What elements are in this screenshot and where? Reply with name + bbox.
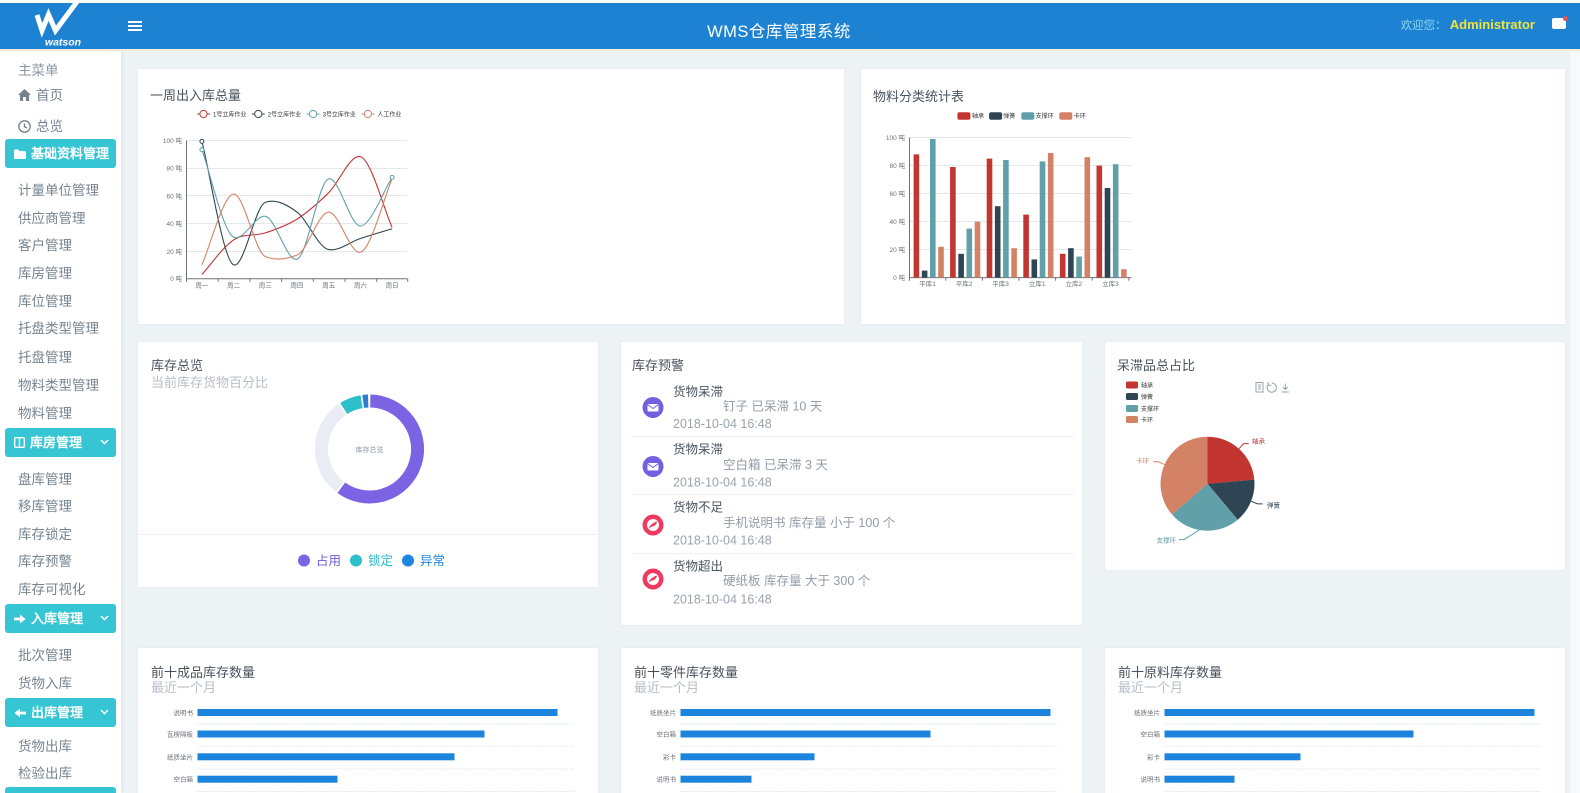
svg-text:支撑环: 支撑环 (1141, 405, 1159, 413)
svg-text:卡环: 卡环 (1141, 416, 1153, 424)
svg-text:卡环: 卡环 (1074, 112, 1086, 120)
svg-text:watson: watson (45, 37, 81, 49)
svg-text:说明书: 说明书 (657, 775, 677, 784)
svg-text:手机说明书 库存量 小于 100 个: 手机说明书 库存量 小于 100 个 (723, 515, 896, 530)
svg-text:2018-10-04 16:48: 2018-10-04 16:48 (673, 533, 772, 547)
svg-text:人工作业: 人工作业 (377, 110, 401, 118)
svg-text:说明书: 说明书 (1141, 775, 1161, 784)
svg-text:0 吨: 0 吨 (170, 274, 182, 283)
svg-text:货物不足: 货物不足 (673, 500, 724, 515)
svg-text:立库3: 立库3 (1102, 279, 1119, 288)
svg-text:立库2: 立库2 (1065, 279, 1082, 288)
svg-text:弹簧: 弹簧 (1267, 501, 1281, 510)
svg-text:支撑环: 支撑环 (1157, 536, 1177, 545)
svg-text:立库1: 立库1 (1029, 279, 1046, 288)
svg-text:占用: 占用 (316, 553, 341, 568)
svg-text:轴承: 轴承 (1252, 437, 1266, 446)
svg-text:纸质坐片: 纸质坐片 (650, 708, 676, 717)
svg-text:20 吨: 20 吨 (166, 247, 182, 256)
svg-text:周五: 周五 (322, 282, 336, 290)
svg-text:平库2: 平库2 (956, 279, 973, 288)
svg-text:60 吨: 60 吨 (889, 189, 905, 198)
svg-text:80 吨: 80 吨 (889, 161, 905, 170)
svg-text:货物超出: 货物超出 (673, 559, 723, 574)
svg-text:弹簧: 弹簧 (1141, 393, 1153, 401)
svg-text:40 吨: 40 吨 (889, 217, 905, 226)
svg-text:卡环: 卡环 (1136, 456, 1150, 465)
svg-text:0 吨: 0 吨 (893, 273, 905, 282)
svg-text:周日: 周日 (386, 282, 399, 290)
svg-text:2018-10-04 16:48: 2018-10-04 16:48 (673, 592, 772, 606)
svg-text:周六: 周六 (354, 281, 368, 290)
svg-text:周四: 周四 (291, 282, 304, 290)
svg-text:纸质坐片: 纸质坐片 (1134, 708, 1160, 717)
svg-text:说明书: 说明书 (174, 708, 194, 717)
svg-text:空白箱: 空白箱 (657, 730, 677, 739)
svg-text:平库3: 平库3 (992, 279, 1009, 288)
svg-text:60 吨: 60 吨 (166, 191, 182, 200)
svg-text:支撑环: 支撑环 (1036, 112, 1054, 120)
svg-text:100 吨: 100 吨 (163, 136, 183, 145)
svg-text:80 吨: 80 吨 (166, 164, 182, 173)
svg-text:轴承: 轴承 (972, 112, 984, 120)
svg-text:1号立库作业: 1号立库作业 (213, 110, 246, 118)
svg-text:瓦楞隔板: 瓦楞隔板 (167, 730, 194, 739)
svg-text:周二: 周二 (227, 282, 241, 290)
svg-text:库存总览: 库存总览 (356, 445, 384, 454)
svg-text:2号立库作业: 2号立库作业 (268, 110, 301, 118)
svg-text:货物呆滞: 货物呆滞 (673, 442, 723, 457)
svg-text:周三: 周三 (259, 282, 273, 290)
svg-text:40 吨: 40 吨 (166, 219, 182, 228)
svg-text:2018-10-04 16:48: 2018-10-04 16:48 (673, 417, 772, 431)
svg-text:空白箱 已呆滞 3 天: 空白箱 已呆滞 3 天 (723, 457, 828, 472)
svg-text:彩卡: 彩卡 (663, 752, 677, 761)
svg-text:空白箱: 空白箱 (174, 775, 194, 784)
svg-text:2018-10-04 16:48: 2018-10-04 16:48 (673, 475, 772, 489)
svg-text:弹簧: 弹簧 (1003, 112, 1015, 120)
svg-text:100 吨: 100 吨 (886, 133, 906, 142)
svg-text:锁定: 锁定 (368, 553, 393, 568)
svg-text:异常: 异常 (420, 554, 445, 568)
svg-text:硬纸板 库存量 大于 300 个: 硬纸板 库存量 大于 300 个 (723, 573, 871, 588)
svg-text:货物呆滞: 货物呆滞 (673, 384, 723, 399)
svg-text:钉子 已呆滞 10 天: 钉子 已呆滞 10 天 (723, 400, 823, 414)
svg-text:平库1: 平库1 (919, 279, 936, 288)
svg-text:20 吨: 20 吨 (889, 245, 905, 254)
svg-text:周一: 周一 (195, 282, 209, 290)
svg-text:纸质坐片: 纸质坐片 (167, 752, 193, 761)
svg-text:空白箱: 空白箱 (1141, 730, 1161, 739)
svg-text:彩卡: 彩卡 (1147, 752, 1161, 761)
svg-text:3号立库作业: 3号立库作业 (323, 110, 356, 118)
svg-text:轴承: 轴承 (1141, 382, 1153, 390)
